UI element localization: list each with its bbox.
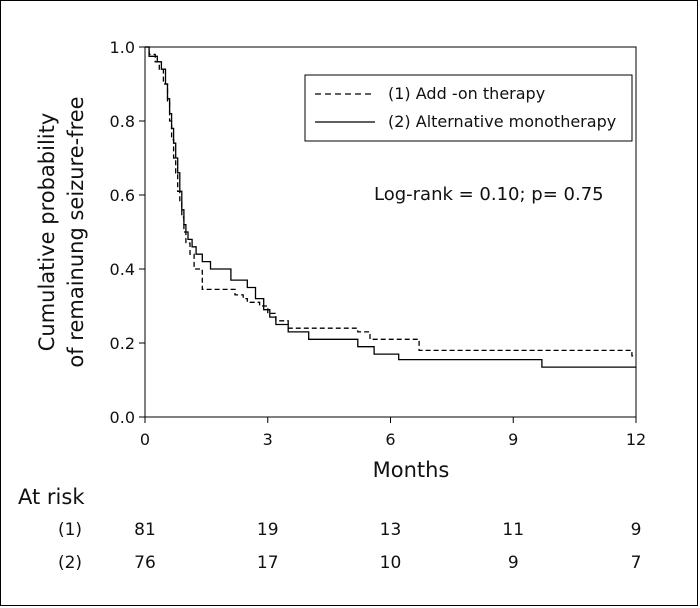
legend-label-add-on: (1) Add -on therapy <box>388 84 545 103</box>
y-tick-label: 1.0 <box>110 38 135 57</box>
series-alternative-line <box>145 46 636 368</box>
at-risk-row-label: (1) <box>58 520 82 540</box>
y-tick-label: 0.6 <box>110 186 135 205</box>
ticks: 0 3 6 9 12 0.0 0.2 0.4 0.6 0.8 1.0 <box>110 38 647 449</box>
legend-box <box>304 74 633 142</box>
at-risk-title: At risk <box>18 485 85 509</box>
log-rank-annotation: Log-rank = 0.10; p= 0.75 <box>374 184 604 205</box>
at-risk-count: 81 <box>134 520 156 540</box>
at-risk-count: 9 <box>508 553 519 573</box>
at-risk-count: 10 <box>380 553 402 573</box>
at-risk-count: 76 <box>134 553 156 573</box>
x-tick-label: 12 <box>626 430 646 449</box>
legend: (1) Add -on therapy (2) Alternative mono… <box>304 74 633 142</box>
at-risk-count: 11 <box>502 520 524 540</box>
series-lines <box>145 46 636 368</box>
at-risk-count: 17 <box>257 553 279 573</box>
at-risk-count: 9 <box>631 520 642 540</box>
y-axis-label-line1: Cumulative probability <box>35 113 59 352</box>
at-risk-table: At risk (1) 81 19 13 11 9 (2) 76 17 10 9 7 <box>18 485 641 573</box>
at-risk-count: 7 <box>631 553 642 573</box>
x-axis-label: Months <box>373 458 450 482</box>
y-tick-label: 0.2 <box>110 334 135 353</box>
at-risk-count: 13 <box>380 520 402 540</box>
x-tick-label: 3 <box>263 430 273 449</box>
legend-label-alternative: (2) Alternative monotherapy <box>388 112 616 131</box>
at-risk-row-label: (2) <box>58 553 82 573</box>
y-tick-label: 0.4 <box>110 260 135 279</box>
at-risk-count: 19 <box>257 520 279 540</box>
y-axis-label-line2: of remainung seizure-free <box>64 96 88 367</box>
x-tick-label: 0 <box>140 430 150 449</box>
x-tick-label: 6 <box>385 430 395 449</box>
y-tick-label: 0.8 <box>110 112 135 131</box>
y-tick-label: 0.0 <box>110 408 135 427</box>
x-tick-label: 9 <box>508 430 518 449</box>
